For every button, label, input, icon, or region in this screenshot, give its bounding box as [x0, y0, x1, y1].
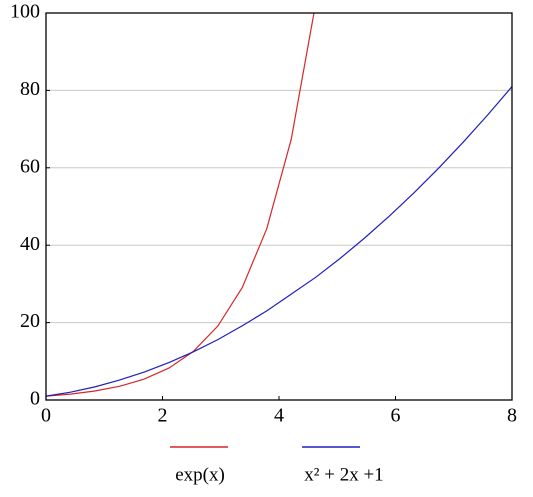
y-tick-label: 0 [30, 388, 40, 410]
legend-label: exp(x) [175, 464, 225, 485]
x-tick-label: 6 [391, 405, 401, 427]
y-tick-label: 40 [20, 233, 40, 255]
y-tick-label: 100 [10, 1, 40, 23]
y-tick-label: 80 [20, 78, 40, 100]
series-line [46, 13, 315, 397]
legend-label: x² + 2x +1 [304, 464, 383, 485]
x-tick-label: 0 [41, 405, 51, 427]
x-tick-label: 8 [507, 405, 517, 427]
plot-area [46, 13, 512, 397]
y-tick-label: 20 [20, 310, 40, 332]
series-line [46, 86, 512, 397]
x-tick-label: 4 [274, 405, 284, 427]
axes-frame [45, 12, 513, 401]
y-tick-label: 60 [20, 155, 40, 177]
x-tick-label: 2 [158, 405, 168, 427]
grid [46, 12, 512, 401]
